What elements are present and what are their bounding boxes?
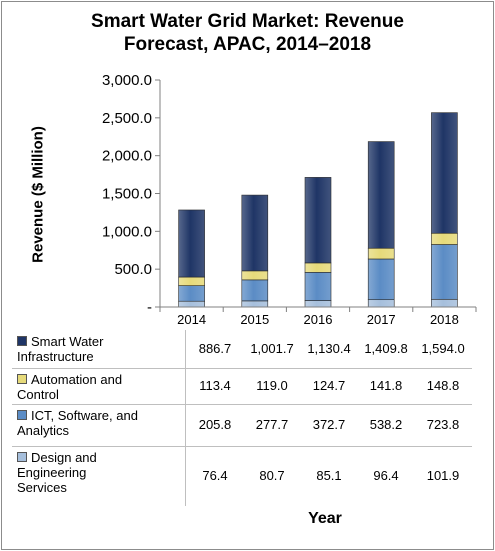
bar-segment bbox=[367, 258, 395, 301]
chart-title-line-2: Forecast, APAC, 2014–2018 bbox=[123, 34, 372, 55]
y-tick-label: 2,000.0 bbox=[102, 148, 152, 165]
series-name-line: Smart Water bbox=[17, 334, 187, 349]
bar-segment bbox=[431, 298, 458, 308]
series-name-text: ICT, Software, and bbox=[31, 408, 138, 423]
series-name-text: Services bbox=[17, 480, 67, 495]
x-tick-label: 2018 bbox=[430, 312, 459, 327]
y-tick-label: - bbox=[147, 299, 152, 316]
series-name-text: Analytics bbox=[17, 423, 70, 438]
table-cell-value: 205.8 bbox=[198, 417, 232, 432]
series-name-line: Engineering bbox=[17, 465, 187, 480]
table-cell-value: 76.4 bbox=[202, 468, 228, 483]
series-name: Smart Water Infrastructure bbox=[17, 334, 187, 364]
y-tick-label: 3,000.0 bbox=[102, 72, 152, 89]
bar-segment bbox=[304, 262, 332, 273]
table-row: Automation and Control 113.4 119.0 124.7 141.… bbox=[12, 368, 472, 404]
y-tick-label: 2,500.0 bbox=[102, 110, 152, 127]
bar-segment bbox=[367, 141, 395, 249]
bar-segment bbox=[431, 232, 458, 245]
table-cell-value: 141.8 bbox=[369, 378, 403, 393]
bar-segment bbox=[178, 285, 205, 302]
series-name-text: Engineering bbox=[17, 465, 87, 480]
legend-swatch bbox=[17, 374, 27, 384]
bar-segment bbox=[304, 300, 332, 308]
table-cell-value: 1,409.8 bbox=[364, 341, 408, 356]
table-row: ICT, Software, and Analytics 205.8 277.7 372… bbox=[12, 404, 472, 446]
bar-segment bbox=[367, 299, 395, 308]
table-cell-value: 372.7 bbox=[312, 417, 346, 432]
series-name-line: Analytics bbox=[17, 423, 187, 438]
table-row-divider bbox=[12, 404, 472, 405]
series-name-line: Design and bbox=[17, 450, 187, 465]
table-cell-value: 277.7 bbox=[255, 417, 289, 432]
series-name-text: Control bbox=[17, 387, 59, 402]
bar-segment bbox=[178, 276, 205, 286]
x-tick-label: 2017 bbox=[367, 312, 396, 327]
y-tick-label: 1,000.0 bbox=[102, 223, 152, 240]
table-cell-value: 1,594.0 bbox=[421, 341, 465, 356]
bar-segment bbox=[304, 177, 332, 264]
series-name: Automation and Control bbox=[17, 372, 187, 402]
table-row: Smart Water Infrastructure 886.7 1,001.7 1,1… bbox=[12, 330, 472, 368]
table-cell-value: 148.8 bbox=[426, 378, 460, 393]
x-tick-label: 2014 bbox=[177, 312, 206, 327]
series-name-text: Design and bbox=[31, 450, 97, 465]
x-tick-label: 2016 bbox=[304, 312, 333, 327]
table-cell-value: 113.4 bbox=[199, 378, 231, 393]
bar-segment bbox=[241, 194, 269, 272]
table-cell-value: 101.9 bbox=[426, 468, 460, 483]
bar-segment bbox=[367, 247, 395, 260]
table-row-divider bbox=[12, 368, 472, 369]
table-cell-value: 124.7 bbox=[312, 378, 346, 393]
series-name-line: Infrastructure bbox=[17, 349, 187, 364]
legend-swatch bbox=[17, 410, 27, 420]
bar-segment bbox=[304, 272, 332, 301]
bar-segment bbox=[241, 300, 269, 308]
series-name-line: Services bbox=[17, 480, 187, 495]
y-tick-label: 1,500.0 bbox=[102, 186, 152, 203]
series-name-line: Control bbox=[17, 387, 187, 402]
chart-title-line-1: Smart Water Grid Market: Revenue bbox=[91, 11, 404, 32]
table-cell-value: 723.8 bbox=[426, 417, 460, 432]
table-cell-value: 85.1 bbox=[316, 468, 342, 483]
table-cell-value: 1,130.4 bbox=[307, 341, 351, 356]
x-axis-label: Year bbox=[308, 510, 342, 527]
table-cell-value: 886.7 bbox=[198, 341, 232, 356]
table-cell-value: 96.4 bbox=[373, 468, 399, 483]
table-cell-value: 1,001.7 bbox=[250, 341, 294, 356]
x-tick-label: 2015 bbox=[240, 312, 269, 327]
bar-segment bbox=[431, 244, 458, 300]
table-cell-value: 119.0 bbox=[256, 378, 288, 393]
table-column-divider bbox=[185, 330, 186, 506]
table-cell-value: 80.7 bbox=[259, 468, 285, 483]
table-cell-value: 538.2 bbox=[369, 417, 403, 432]
legend-swatch bbox=[17, 452, 27, 462]
table-row-divider bbox=[12, 446, 472, 447]
series-name: Design and Engineering Services bbox=[17, 450, 187, 495]
bar-segment bbox=[431, 112, 458, 234]
bar-segment bbox=[178, 300, 205, 308]
legend-swatch bbox=[17, 336, 27, 346]
series-name: ICT, Software, and Analytics bbox=[17, 408, 187, 438]
series-name-text: Automation and bbox=[31, 372, 123, 387]
chart-plot: - 500.0 1,000.0 1,500.0 2,000.0 2,500.0 3,000.… bbox=[102, 72, 477, 327]
bar-segment bbox=[178, 209, 205, 278]
series-name-line: ICT, Software, and bbox=[17, 408, 187, 423]
bar-segment bbox=[241, 279, 269, 302]
table-row: Design and Engineering Services 76.4 80.7 85.… bbox=[12, 446, 472, 506]
series-name-text: Infrastructure bbox=[17, 349, 94, 364]
bar-segment bbox=[241, 270, 269, 281]
series-name-line: Automation and bbox=[17, 372, 187, 387]
chart-title: Smart Water Grid Market: Revenue Forecas… bbox=[0, 10, 495, 56]
y-tick-label: 500.0 bbox=[114, 261, 152, 278]
series-name-text: Smart Water bbox=[31, 334, 104, 349]
